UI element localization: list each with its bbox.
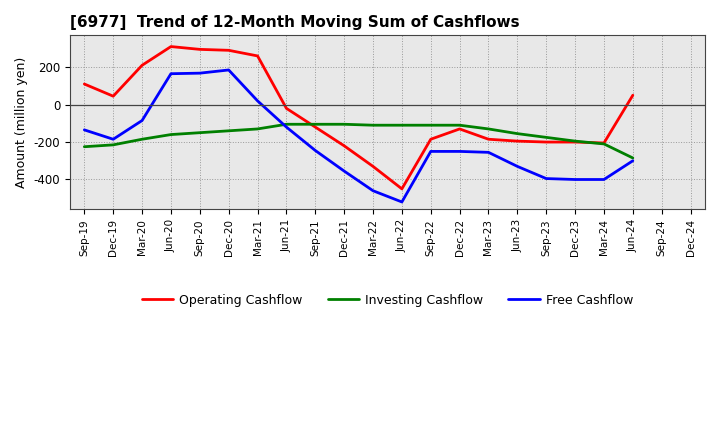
- Operating Cashflow: [80, 81, 89, 87]
- Operating Cashflow: [282, 106, 291, 111]
- Free Cashflow: [542, 176, 551, 181]
- Operating Cashflow: [138, 62, 146, 68]
- Text: [6977]  Trend of 12-Month Moving Sum of Cashflows: [6977] Trend of 12-Month Moving Sum of C…: [70, 15, 520, 30]
- Free Cashflow: [629, 158, 637, 163]
- Free Cashflow: [484, 150, 492, 155]
- Free Cashflow: [397, 199, 406, 205]
- Investing Cashflow: [629, 155, 637, 161]
- Investing Cashflow: [166, 132, 175, 137]
- Investing Cashflow: [600, 141, 608, 147]
- Investing Cashflow: [225, 128, 233, 133]
- Investing Cashflow: [455, 123, 464, 128]
- Free Cashflow: [311, 148, 320, 153]
- Free Cashflow: [426, 149, 435, 154]
- Free Cashflow: [600, 177, 608, 182]
- Free Cashflow: [455, 149, 464, 154]
- Investing Cashflow: [196, 130, 204, 136]
- Investing Cashflow: [282, 121, 291, 127]
- Investing Cashflow: [571, 139, 580, 144]
- Investing Cashflow: [426, 123, 435, 128]
- Operating Cashflow: [166, 44, 175, 49]
- Operating Cashflow: [311, 125, 320, 130]
- Operating Cashflow: [225, 48, 233, 53]
- Free Cashflow: [571, 177, 580, 182]
- Operating Cashflow: [513, 139, 522, 144]
- Investing Cashflow: [484, 126, 492, 132]
- Operating Cashflow: [571, 139, 580, 145]
- Y-axis label: Amount (million yen): Amount (million yen): [15, 57, 28, 188]
- Free Cashflow: [253, 98, 262, 103]
- Investing Cashflow: [513, 131, 522, 136]
- Operating Cashflow: [426, 136, 435, 142]
- Line: Operating Cashflow: Operating Cashflow: [84, 47, 633, 189]
- Investing Cashflow: [369, 123, 377, 128]
- Investing Cashflow: [311, 121, 320, 127]
- Operating Cashflow: [109, 94, 117, 99]
- Operating Cashflow: [196, 47, 204, 52]
- Free Cashflow: [80, 127, 89, 132]
- Free Cashflow: [369, 188, 377, 193]
- Investing Cashflow: [542, 135, 551, 140]
- Line: Investing Cashflow: Investing Cashflow: [84, 124, 633, 158]
- Free Cashflow: [340, 169, 348, 174]
- Investing Cashflow: [340, 121, 348, 127]
- Operating Cashflow: [340, 143, 348, 148]
- Operating Cashflow: [484, 136, 492, 142]
- Investing Cashflow: [397, 123, 406, 128]
- Operating Cashflow: [600, 140, 608, 146]
- Operating Cashflow: [253, 53, 262, 59]
- Legend: Operating Cashflow, Investing Cashflow, Free Cashflow: Operating Cashflow, Investing Cashflow, …: [137, 289, 638, 312]
- Free Cashflow: [138, 118, 146, 123]
- Investing Cashflow: [138, 136, 146, 142]
- Investing Cashflow: [109, 142, 117, 147]
- Operating Cashflow: [397, 186, 406, 191]
- Operating Cashflow: [455, 126, 464, 132]
- Investing Cashflow: [253, 126, 262, 132]
- Operating Cashflow: [369, 164, 377, 169]
- Operating Cashflow: [629, 92, 637, 98]
- Line: Free Cashflow: Free Cashflow: [84, 70, 633, 202]
- Free Cashflow: [196, 70, 204, 76]
- Free Cashflow: [109, 136, 117, 142]
- Free Cashflow: [225, 67, 233, 73]
- Free Cashflow: [166, 71, 175, 77]
- Investing Cashflow: [80, 144, 89, 149]
- Operating Cashflow: [542, 139, 551, 145]
- Free Cashflow: [513, 164, 522, 169]
- Free Cashflow: [282, 125, 291, 130]
